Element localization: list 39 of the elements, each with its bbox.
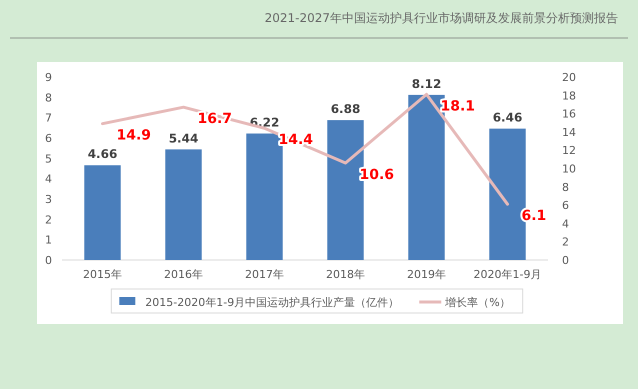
data-label: 5.44	[168, 131, 198, 146]
x-tick-label: 2018年	[326, 268, 365, 281]
data-label: 6.88	[330, 102, 360, 116]
y-tick-label: 9	[45, 71, 52, 84]
y2-tick-label: 2	[562, 236, 569, 249]
x-tick-label: 2016年	[164, 268, 203, 281]
bar	[165, 149, 202, 260]
data-label: 6.46	[492, 110, 522, 125]
y2-tick-label: 18	[562, 89, 576, 102]
y2-tick-label: 6	[562, 199, 569, 212]
y-tick-label: 6	[45, 132, 52, 145]
y-tick-label: 5	[45, 152, 52, 166]
y2-tick-label: 8	[562, 180, 569, 194]
y-tick-label: 1	[45, 234, 52, 247]
y2-tick-label: 0	[562, 254, 569, 267]
y-tick-label: 3	[45, 193, 52, 206]
y2-tick-label: 4	[562, 217, 569, 230]
data-label: 4.66	[88, 147, 118, 162]
bar	[84, 165, 121, 260]
x-tick-label: 2015年	[83, 268, 122, 281]
data-label: 8.12	[412, 76, 442, 91]
y-tick-label: 8	[45, 91, 52, 104]
legend-label: 2015-2020年1-9月中国运动护具行业产量（亿件）	[145, 296, 400, 309]
x-tick-label: 2017年	[245, 268, 284, 281]
x-tick-label: 2019年	[407, 268, 446, 281]
data-label: 16.7	[198, 111, 232, 128]
data-label: 14.9	[116, 128, 152, 144]
y2-tick-label: 14	[562, 126, 576, 139]
y2-tick-label: 16	[562, 108, 576, 121]
y-tick-label: 0	[45, 254, 52, 267]
y-tick-label: 7	[45, 112, 52, 125]
x-tick-label: 2020年1-9月	[474, 268, 542, 281]
y2-tick-label: 12	[562, 144, 576, 158]
y2-tick-label: 20	[562, 71, 576, 84]
y2-tick-label: 10	[562, 162, 576, 176]
legend-label: 增长率（%）	[444, 296, 511, 309]
y-tick-label: 4	[45, 172, 52, 186]
chart-title: 2021-2027年中国运动护具行业市场调研及发展前景分析预测报告	[264, 11, 618, 25]
y-tick-label: 2	[45, 213, 52, 226]
